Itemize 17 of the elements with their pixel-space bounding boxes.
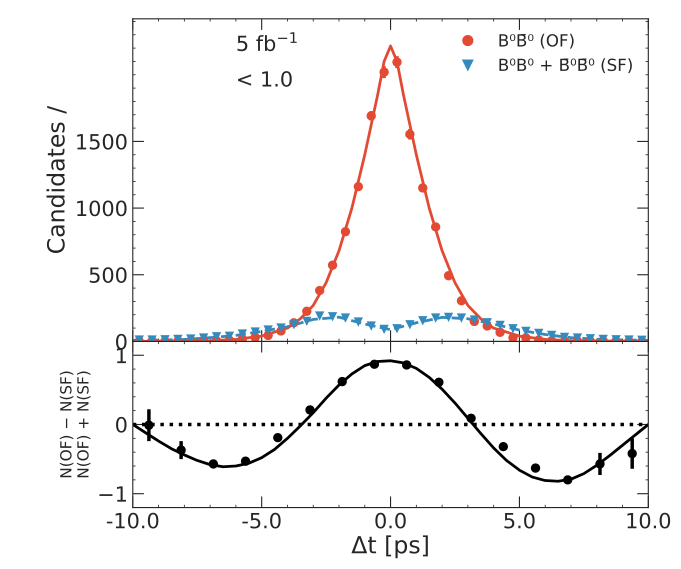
y-tick-label: −1: [99, 486, 126, 502]
y-axis-title: Candidates /: [46, 106, 67, 253]
x-tick-label: 10.0: [627, 512, 670, 529]
x-tick-label: -5.0: [242, 512, 281, 529]
x-tick-label: 0.0: [375, 512, 406, 529]
y-tick-label: 1500: [77, 134, 127, 150]
annotation: 5 fb$^{−1}$: [238, 32, 297, 52]
y-tick-label: 1000: [77, 200, 127, 216]
y-tick-label: 0: [116, 416, 127, 433]
legend-label: B⁰B̄⁰ (OF): [499, 34, 574, 49]
x-axis-title: Δt [ps]: [351, 535, 428, 558]
x-tick-label: -10.0: [106, 512, 158, 529]
x-tick-label: 5.0: [504, 512, 535, 529]
y-tick-label: 500: [90, 267, 127, 283]
y-axis-title: N(OF) − N(SF) N(OF) + N(SF): [60, 372, 91, 478]
legend-label: B⁰B⁰ + B̄⁰B̄⁰ (SF): [499, 58, 632, 74]
annotation: < 1.0: [238, 71, 292, 87]
